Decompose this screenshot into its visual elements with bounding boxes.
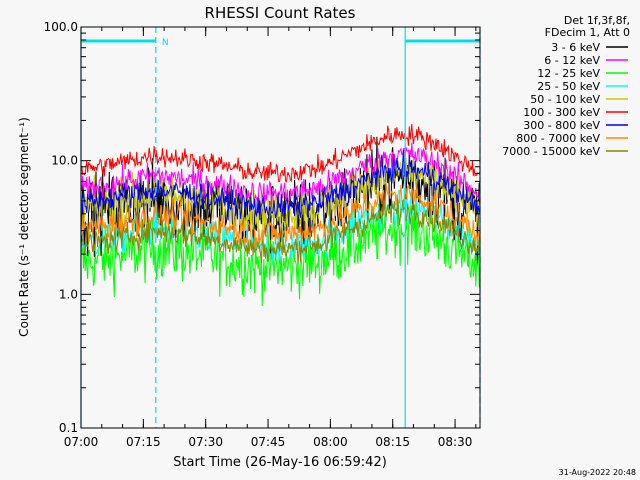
axis-layer: 0.1 1.0 10.0 100.0 07:00 07:15 07:30 07:45 08:00… [44, 20, 481, 449]
y-axis-label: Count Rate (s⁻¹ detector segment⁻¹) [17, 117, 31, 337]
y-tick-label: 10.0 [51, 154, 78, 168]
legend-entry-label: 300 - 800 keV [523, 119, 600, 132]
legend-header-line: FDecim 1, Att 0 [545, 26, 630, 39]
x-tick-label: 08:00 [313, 435, 348, 449]
legend-entry-label: 7000 - 15000 keV [502, 145, 600, 158]
night-marker-label: N [162, 38, 169, 48]
x-axis-label: Start Time (26-May-16 06:59:42) [173, 455, 387, 470]
series-line-4 [80, 151, 481, 235]
series-line-5 [80, 124, 481, 183]
x-tick-label: 07:30 [188, 435, 223, 449]
y-tick-label: 1.0 [59, 287, 78, 301]
legend-entry-label: 25 - 50 keV [537, 80, 600, 93]
legend-entry-label: 3 - 6 keV [551, 41, 600, 54]
plot-frame [80, 26, 481, 429]
chart-title: RHESSI Count Rates [205, 4, 356, 22]
series-line-8 [80, 198, 481, 265]
legend-entry-label: 6 - 12 keV [544, 54, 600, 67]
legend-header-line: Det 1f,3f,8f, [564, 14, 630, 27]
y-tick-label: 0.1 [59, 421, 78, 435]
y-tick-label: 100.0 [44, 20, 78, 34]
series-line-1 [80, 142, 481, 208]
legend-entry-label: 800 - 7000 keV [516, 132, 600, 145]
legend-entry-label: 12 - 25 keV [537, 67, 600, 80]
series-line-6 [80, 149, 481, 221]
footer-date: 31-Aug-2022 20:48 [559, 468, 636, 477]
x-tick-label: 07:15 [126, 435, 161, 449]
x-tick-label: 07:45 [251, 435, 286, 449]
x-tick-label: 07:00 [64, 435, 99, 449]
legend-entry-label: 50 - 100 keV [530, 93, 600, 106]
x-tick-label: 08:30 [438, 435, 473, 449]
x-tick-label: 08:15 [375, 435, 410, 449]
legend-entry-label: 100 - 300 keV [523, 106, 600, 119]
series-layer [80, 124, 481, 307]
